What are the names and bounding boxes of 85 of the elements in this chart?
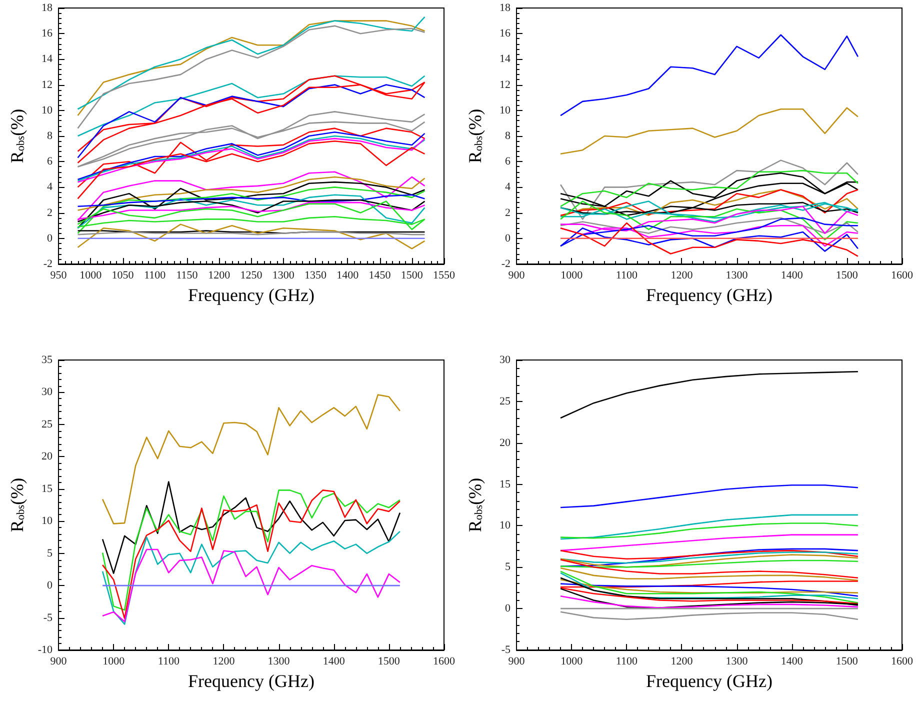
y-tick-label: 18 (42, 2, 53, 14)
y-tick-label: 15 (500, 478, 511, 490)
x-tick-label: 1100 (616, 656, 638, 668)
y-tick-label: 4 (47, 181, 53, 194)
y-tick-label: -5 (43, 612, 53, 624)
x-tick-label: 1500 (378, 656, 400, 668)
y-tick-label: 30 (42, 386, 53, 398)
x-tick-label: 1000 (102, 656, 126, 668)
y-tick-label: 10 (42, 515, 53, 528)
x-tick-label: 950 (50, 270, 68, 282)
y-tick-label: 5 (47, 547, 53, 560)
x-tick-label: 1600 (891, 656, 914, 668)
x-tick-label: 1300 (272, 270, 295, 282)
y-tick-label: 12 (42, 78, 52, 91)
x-tick-label: 1600 (891, 270, 914, 282)
y-tick-label: 10 (500, 520, 511, 532)
x-tick-label: 1350 (304, 270, 327, 282)
x-tick-label: 1550 (433, 270, 456, 282)
y-tick-label: 15 (42, 482, 53, 495)
y-tick-label: 0 (47, 580, 53, 592)
y-tick-label: 8 (47, 130, 53, 142)
x-tick-label: 1100 (144, 270, 166, 282)
y-tick-label: -2 (501, 258, 510, 270)
x-tick-label: 900 (508, 656, 526, 668)
y-tick-label: 25 (42, 418, 53, 430)
x-tick-label: 1100 (616, 270, 638, 282)
x-tick-label: 1500 (836, 270, 858, 282)
x-tick-label: 900 (508, 270, 526, 282)
y-tick-label: 4 (505, 181, 511, 194)
x-tick-label: 900 (50, 656, 68, 668)
x-tick-label: 1450 (368, 270, 392, 282)
x-tick-label: 1200 (208, 270, 231, 282)
x-tick-label: 1000 (560, 656, 584, 668)
y-tick-label: 35 (42, 354, 53, 366)
y-axis-title: Robs(%) (7, 478, 27, 532)
y-tick-label: 2 (505, 206, 510, 219)
x-tick-label: 1000 (80, 270, 102, 282)
y-axis-title: Robs(%) (465, 478, 485, 532)
x-tick-label: 1000 (560, 270, 584, 282)
x-axis-title: Frequency (GHz) (646, 285, 772, 305)
y-tick-label: 16 (42, 28, 53, 40)
y-tick-label: 0 (47, 232, 53, 244)
x-tick-label: 1050 (112, 270, 134, 282)
y-tick-label: 14 (42, 53, 53, 66)
y-tick-label: 20 (42, 450, 53, 463)
y-tick-label: 10 (42, 104, 53, 116)
x-tick-label: 1300 (726, 656, 748, 668)
y-tick-label: 8 (505, 130, 511, 142)
x-axis-title: Frequency (GHz) (646, 671, 772, 691)
x-axis-title: Frequency (GHz) (188, 671, 314, 691)
x-tick-label: 1400 (780, 656, 804, 668)
y-tick-label: -2 (43, 258, 52, 270)
y-tick-label: 12 (500, 78, 510, 91)
y-tick-label: 25 (500, 395, 511, 408)
x-tick-label: 1500 (836, 656, 858, 668)
y-tick-label: 2 (47, 206, 52, 219)
x-tick-label: 1200 (670, 270, 694, 282)
x-tick-label: 1200 (670, 656, 694, 668)
x-tick-label: 1400 (322, 656, 346, 668)
x-tick-label: 1600 (433, 656, 456, 668)
y-tick-label: 0 (505, 232, 511, 244)
x-tick-label: 1300 (726, 270, 748, 282)
y-tick-label: 30 (500, 354, 511, 366)
y-tick-label: 5 (505, 561, 511, 574)
y-tick-label: 20 (500, 436, 511, 449)
y-tick-label: 6 (505, 156, 511, 168)
y-tick-label: 14 (500, 53, 511, 66)
y-tick-label: -5 (501, 644, 511, 656)
x-tick-label: 1500 (400, 270, 424, 282)
y-tick-label: 18 (500, 2, 511, 14)
x-tick-label: 1100 (158, 656, 180, 668)
y-tick-label: 16 (500, 28, 511, 40)
y-tick-label: -10 (38, 644, 53, 656)
x-tick-label: 1300 (268, 656, 290, 668)
y-tick-label: 6 (47, 156, 53, 168)
x-tick-label: 1200 (212, 656, 236, 668)
x-tick-label: 1400 (780, 270, 804, 282)
x-axis-title: Frequency (GHz) (188, 285, 314, 305)
x-tick-label: 1250 (240, 270, 263, 282)
x-tick-label: 1150 (176, 270, 198, 282)
y-tick-label: 10 (500, 104, 511, 116)
y-axis-title: Robs(%) (7, 108, 27, 164)
y-axis-title: Robs(%) (465, 108, 485, 164)
x-tick-label: 1400 (336, 270, 360, 282)
y-tick-label: 0 (505, 602, 511, 615)
